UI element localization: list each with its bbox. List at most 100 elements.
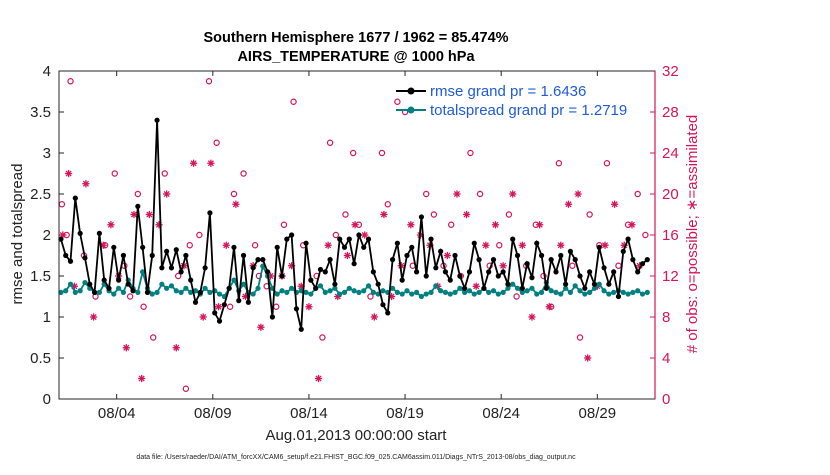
series-point — [418, 293, 425, 300]
series-point — [111, 291, 117, 297]
series-point — [582, 291, 588, 297]
series-point — [375, 281, 381, 287]
series-point — [452, 252, 458, 259]
obs-possible-point — [384, 201, 391, 208]
series-point — [289, 285, 295, 291]
x-tick-label: 08/24 — [482, 405, 520, 422]
series-point — [428, 236, 434, 242]
series-point — [274, 291, 280, 297]
series-point — [313, 285, 319, 291]
series-point — [601, 288, 607, 294]
series-point — [380, 288, 386, 294]
x-tick-label: 08/14 — [290, 405, 328, 422]
legend-rmse-marker — [407, 87, 415, 95]
series-point — [250, 265, 256, 271]
left-tick-label: 3.5 — [30, 104, 51, 121]
series-point — [255, 257, 261, 263]
obs-assimilated-point — [343, 251, 351, 260]
series-point — [361, 244, 367, 250]
left-tick-label: 4 — [43, 63, 51, 80]
series-point — [500, 269, 506, 275]
series-point — [587, 269, 593, 275]
series-point — [125, 281, 131, 287]
series-point — [101, 277, 107, 283]
series-point — [308, 277, 314, 283]
series-point — [337, 291, 343, 297]
series-point — [183, 285, 189, 291]
obs-assimilated-point — [443, 251, 451, 260]
series-point — [289, 232, 295, 238]
series-point — [351, 288, 357, 294]
obs-possible-point — [111, 170, 118, 177]
obs-assimilated-point — [222, 241, 230, 249]
series-point — [591, 281, 598, 287]
obs-assimilated-point — [214, 303, 223, 311]
series-point — [389, 257, 396, 263]
right-axis-ticks: 0 4 8 12 16 20 24 28 32 — [650, 63, 679, 408]
series-point — [226, 285, 232, 291]
right-tick-label: 8 — [662, 309, 670, 326]
series-point — [548, 257, 554, 263]
series-point — [120, 289, 127, 295]
obs-assimilated-point — [628, 221, 636, 229]
series-point — [72, 289, 78, 295]
series-point — [63, 288, 69, 294]
series-point — [284, 236, 290, 242]
series-point — [399, 291, 405, 297]
series-point — [591, 285, 598, 291]
series-point — [192, 299, 199, 305]
x-tick-label: 08/19 — [386, 405, 424, 422]
obs-assimilated-point — [564, 200, 573, 208]
series-point — [346, 236, 352, 242]
obs-possible-point — [467, 149, 474, 157]
series-point — [471, 291, 477, 297]
right-tick-label: 16 — [662, 227, 679, 244]
series-point — [635, 269, 641, 275]
right-tick-label: 24 — [662, 145, 679, 162]
series-point — [442, 289, 449, 295]
series-point — [130, 288, 136, 294]
obs-possible-point — [569, 262, 576, 269]
series-point — [399, 277, 405, 283]
series-point — [553, 269, 559, 275]
chart-title: Southern Hemisphere 1677 / 1962 = 85.474… — [203, 30, 508, 46]
obs-possible-point — [505, 211, 513, 218]
obs-assimilated-point — [314, 374, 323, 383]
left-tick-label: 1.5 — [30, 268, 51, 285]
obs-assimilated-point — [172, 344, 180, 352]
series-point — [361, 288, 367, 294]
obs-assimilated-point — [380, 210, 388, 219]
series-point — [255, 285, 261, 291]
obs-possible-point — [332, 231, 340, 239]
series-point — [447, 291, 453, 297]
series-point — [490, 257, 497, 263]
obs-assimilated-point — [611, 200, 619, 208]
series-point — [495, 291, 501, 297]
obs-assimilated-point — [351, 221, 359, 229]
series-point — [596, 281, 602, 287]
obs-possible-point — [134, 190, 142, 198]
series-point — [96, 289, 102, 295]
series-point — [514, 285, 521, 291]
series-point — [611, 289, 617, 295]
obs-possible-point — [251, 242, 259, 249]
series-point — [202, 265, 208, 271]
obs-possible-point — [448, 221, 455, 228]
series-point — [534, 240, 540, 246]
obs-assimilated-point — [145, 210, 153, 219]
left-axis-ticks: 0 0.5 1 1.5 2 2.5 3 3.5 4 — [30, 63, 64, 408]
series-point — [212, 310, 218, 316]
series-point — [279, 288, 285, 294]
obs-possible-point — [290, 98, 297, 105]
legend: rmse grand pr = 1.6436 totalspread grand… — [396, 83, 627, 119]
series-point — [168, 283, 175, 289]
series-point — [337, 236, 343, 242]
series-point — [639, 291, 646, 297]
series-point — [630, 289, 636, 295]
series-point — [577, 273, 583, 279]
obs-assimilated-series — [59, 159, 644, 383]
series-point — [414, 289, 420, 295]
obs-possible-point — [174, 272, 182, 280]
obs-assimilated-point — [99, 241, 107, 249]
